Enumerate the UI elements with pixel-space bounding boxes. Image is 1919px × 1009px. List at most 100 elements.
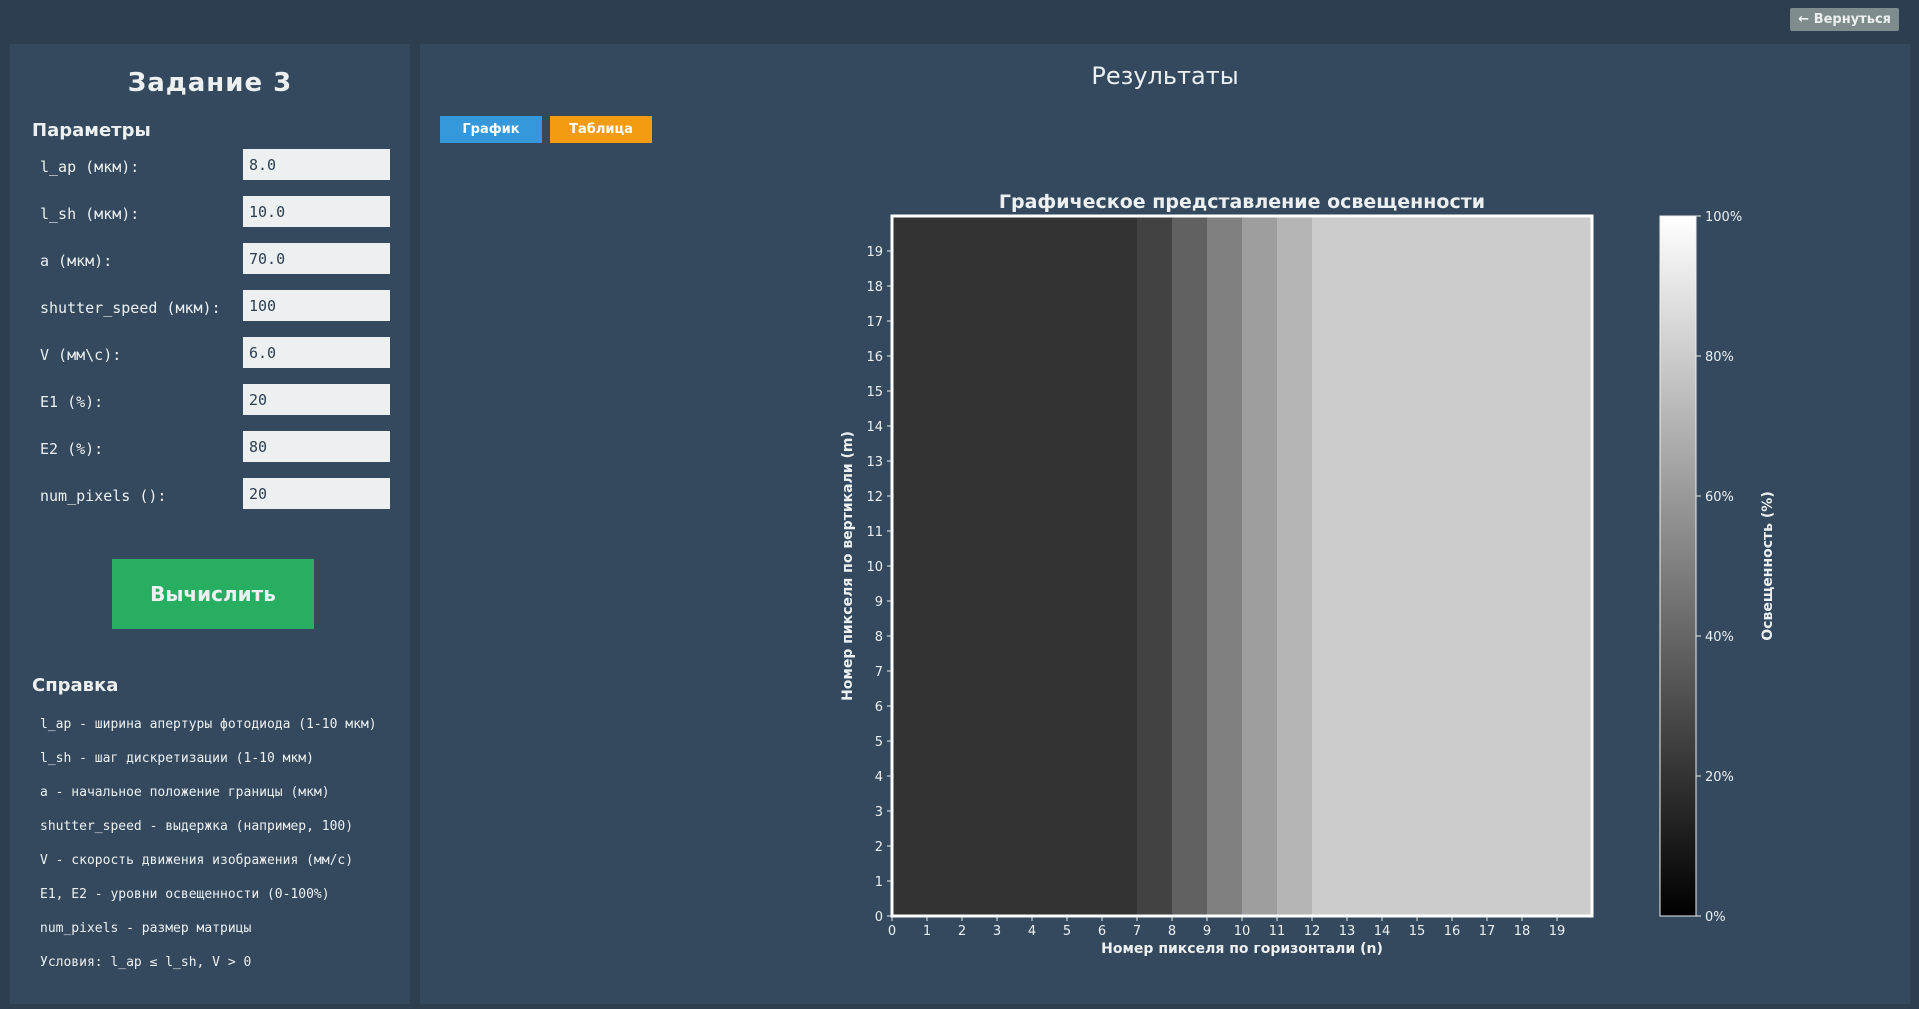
- x-tick-label: 5: [1063, 924, 1071, 939]
- results-tabs: График Таблица: [440, 116, 660, 143]
- x-tick-label: 12: [1304, 924, 1321, 939]
- heatmap-cell: [962, 216, 998, 916]
- x-tick-label: 13: [1339, 924, 1356, 939]
- y-tick-label: 8: [875, 630, 883, 645]
- colorbar: [1659, 215, 1697, 917]
- y-tick-label: 18: [866, 280, 883, 295]
- heatmap-cell: [1067, 216, 1103, 916]
- y-tick-label: 11: [866, 525, 883, 540]
- x-tick-label: 4: [1028, 924, 1036, 939]
- x-tick-label: 7: [1133, 924, 1141, 939]
- param-row-e1: E1 (%):: [10, 384, 410, 431]
- l-ap-input[interactable]: [243, 149, 390, 180]
- x-tick-label: 9: [1203, 924, 1211, 939]
- y-tick-label: 16: [866, 350, 883, 365]
- back-button[interactable]: ← Вернуться: [1790, 8, 1899, 31]
- heatmap-cell: [927, 216, 963, 916]
- heatmap-cell: [892, 216, 928, 916]
- x-tick-label: 0: [888, 924, 896, 939]
- param-label: l_ap (мкм):: [40, 158, 140, 176]
- left-panel: Задание 3 Параметры l_ap (мкм): l_sh (мк…: [10, 44, 410, 1004]
- e2-input[interactable]: [243, 431, 390, 462]
- params-title: Параметры: [32, 120, 151, 141]
- help-line: E1, E2 - уровни освещенности (0-100%): [40, 887, 330, 902]
- y-tick-label: 5: [875, 735, 883, 750]
- heatmap-cell: [1242, 216, 1278, 916]
- help-line: V - скорость движения изображения (мм/с): [40, 853, 354, 868]
- x-tick-label: 18: [1514, 924, 1531, 939]
- y-tick-label: 7: [875, 665, 883, 680]
- chart-title: Графическое представление освещенности: [999, 191, 1485, 213]
- x-tick-label: 3: [993, 924, 1001, 939]
- x-tick-label: 6: [1098, 924, 1106, 939]
- param-row-num-pixels: num_pixels ():: [10, 478, 410, 525]
- colorbar-tick-label: 100%: [1705, 210, 1742, 225]
- help-line: l_ap - ширина апертуры фотодиода (1-10 м…: [40, 717, 377, 732]
- x-tick-label: 11: [1269, 924, 1286, 939]
- x-tick-label: 10: [1234, 924, 1251, 939]
- colorbar-tick-label: 80%: [1705, 350, 1734, 365]
- calculate-button[interactable]: Вычислить: [112, 559, 314, 629]
- y-tick-label: 13: [866, 455, 883, 470]
- a-input[interactable]: [243, 243, 390, 274]
- y-tick-label: 4: [875, 770, 883, 785]
- param-row-a: a (мкм):: [10, 243, 410, 290]
- heatmap-cell: [1207, 216, 1243, 916]
- num-pixels-input[interactable]: [243, 478, 390, 509]
- param-label: a (мкм):: [40, 252, 113, 270]
- y-tick-label: 3: [875, 805, 883, 820]
- x-tick-label: 16: [1444, 924, 1461, 939]
- x-tick-label: 2: [958, 924, 966, 939]
- y-tick-label: 14: [866, 420, 883, 435]
- illumination-heatmap: Графическое представление освещенности 0 1…: [840, 191, 1776, 957]
- param-row-e2: E2 (%):: [10, 431, 410, 478]
- results-panel: Результаты График Таблица Графическое пре…: [420, 44, 1910, 1004]
- heatmap-cell: [1137, 216, 1173, 916]
- x-tick-label: 15: [1409, 924, 1426, 939]
- y-tick-label: 0: [875, 910, 883, 925]
- param-label: num_pixels ():: [40, 487, 167, 505]
- heatmap-cell: [1102, 216, 1138, 916]
- colorbar-tick-label: 0%: [1705, 910, 1726, 925]
- params-list: l_ap (мкм): l_sh (мкм): a (мкм): shutter…: [10, 149, 410, 525]
- l-sh-input[interactable]: [243, 196, 390, 227]
- heatmap-cell: [1032, 216, 1068, 916]
- heatmap-cell: [1347, 216, 1383, 916]
- results-title: Результаты: [1091, 62, 1239, 90]
- shutter-speed-input[interactable]: [243, 290, 390, 321]
- task-title: Задание 3: [127, 68, 293, 98]
- help-line: l_sh - шаг дискретизации (1-10 мкм): [40, 751, 314, 766]
- help-title: Справка: [32, 675, 119, 696]
- y-tick-label: 1: [875, 875, 883, 890]
- y-tick-label: 6: [875, 700, 883, 715]
- y-tick-label: 17: [866, 315, 883, 330]
- y-tick-label: 9: [875, 595, 883, 610]
- y-tick-label: 10: [866, 560, 883, 575]
- v-input[interactable]: [243, 337, 390, 368]
- param-row-l-sh: l_sh (мкм):: [10, 196, 410, 243]
- tab-graph[interactable]: График: [440, 116, 542, 143]
- heatmap-cell: [1277, 216, 1313, 916]
- x-axis-label: Номер пикселя по горизонтали (n): [1101, 941, 1383, 957]
- heatmap-cell: [1312, 216, 1348, 916]
- y-tick-label: 19: [866, 245, 883, 260]
- y-axis-label: Номер пикселя по вертикали (m): [840, 431, 856, 701]
- heatmap-cell: [1172, 216, 1208, 916]
- tab-table[interactable]: Таблица: [550, 116, 652, 143]
- param-label: E2 (%):: [40, 440, 104, 458]
- heatmap-cell: [1557, 216, 1593, 916]
- param-row-shutter-speed: shutter_speed (мкм):: [10, 290, 410, 337]
- help-line: Условия: l_ap ≤ l_sh, V > 0: [40, 955, 252, 970]
- heatmap-cell: [1452, 216, 1488, 916]
- param-label: shutter_speed (мкм):: [40, 299, 221, 317]
- colorbar-tick-label: 40%: [1705, 630, 1734, 645]
- colorbar-tick-label: 60%: [1705, 490, 1734, 505]
- heatmap-cell: [1487, 216, 1523, 916]
- e1-input[interactable]: [243, 384, 390, 415]
- colorbar-tick-label: 20%: [1705, 770, 1734, 785]
- x-tick-label: 1: [923, 924, 931, 939]
- param-row-v: V (мм\с):: [10, 337, 410, 384]
- y-tick-label: 2: [875, 840, 883, 855]
- param-label: E1 (%):: [40, 393, 104, 411]
- help-list: l_ap - ширина апертуры фотодиода (1-10 м…: [10, 708, 410, 980]
